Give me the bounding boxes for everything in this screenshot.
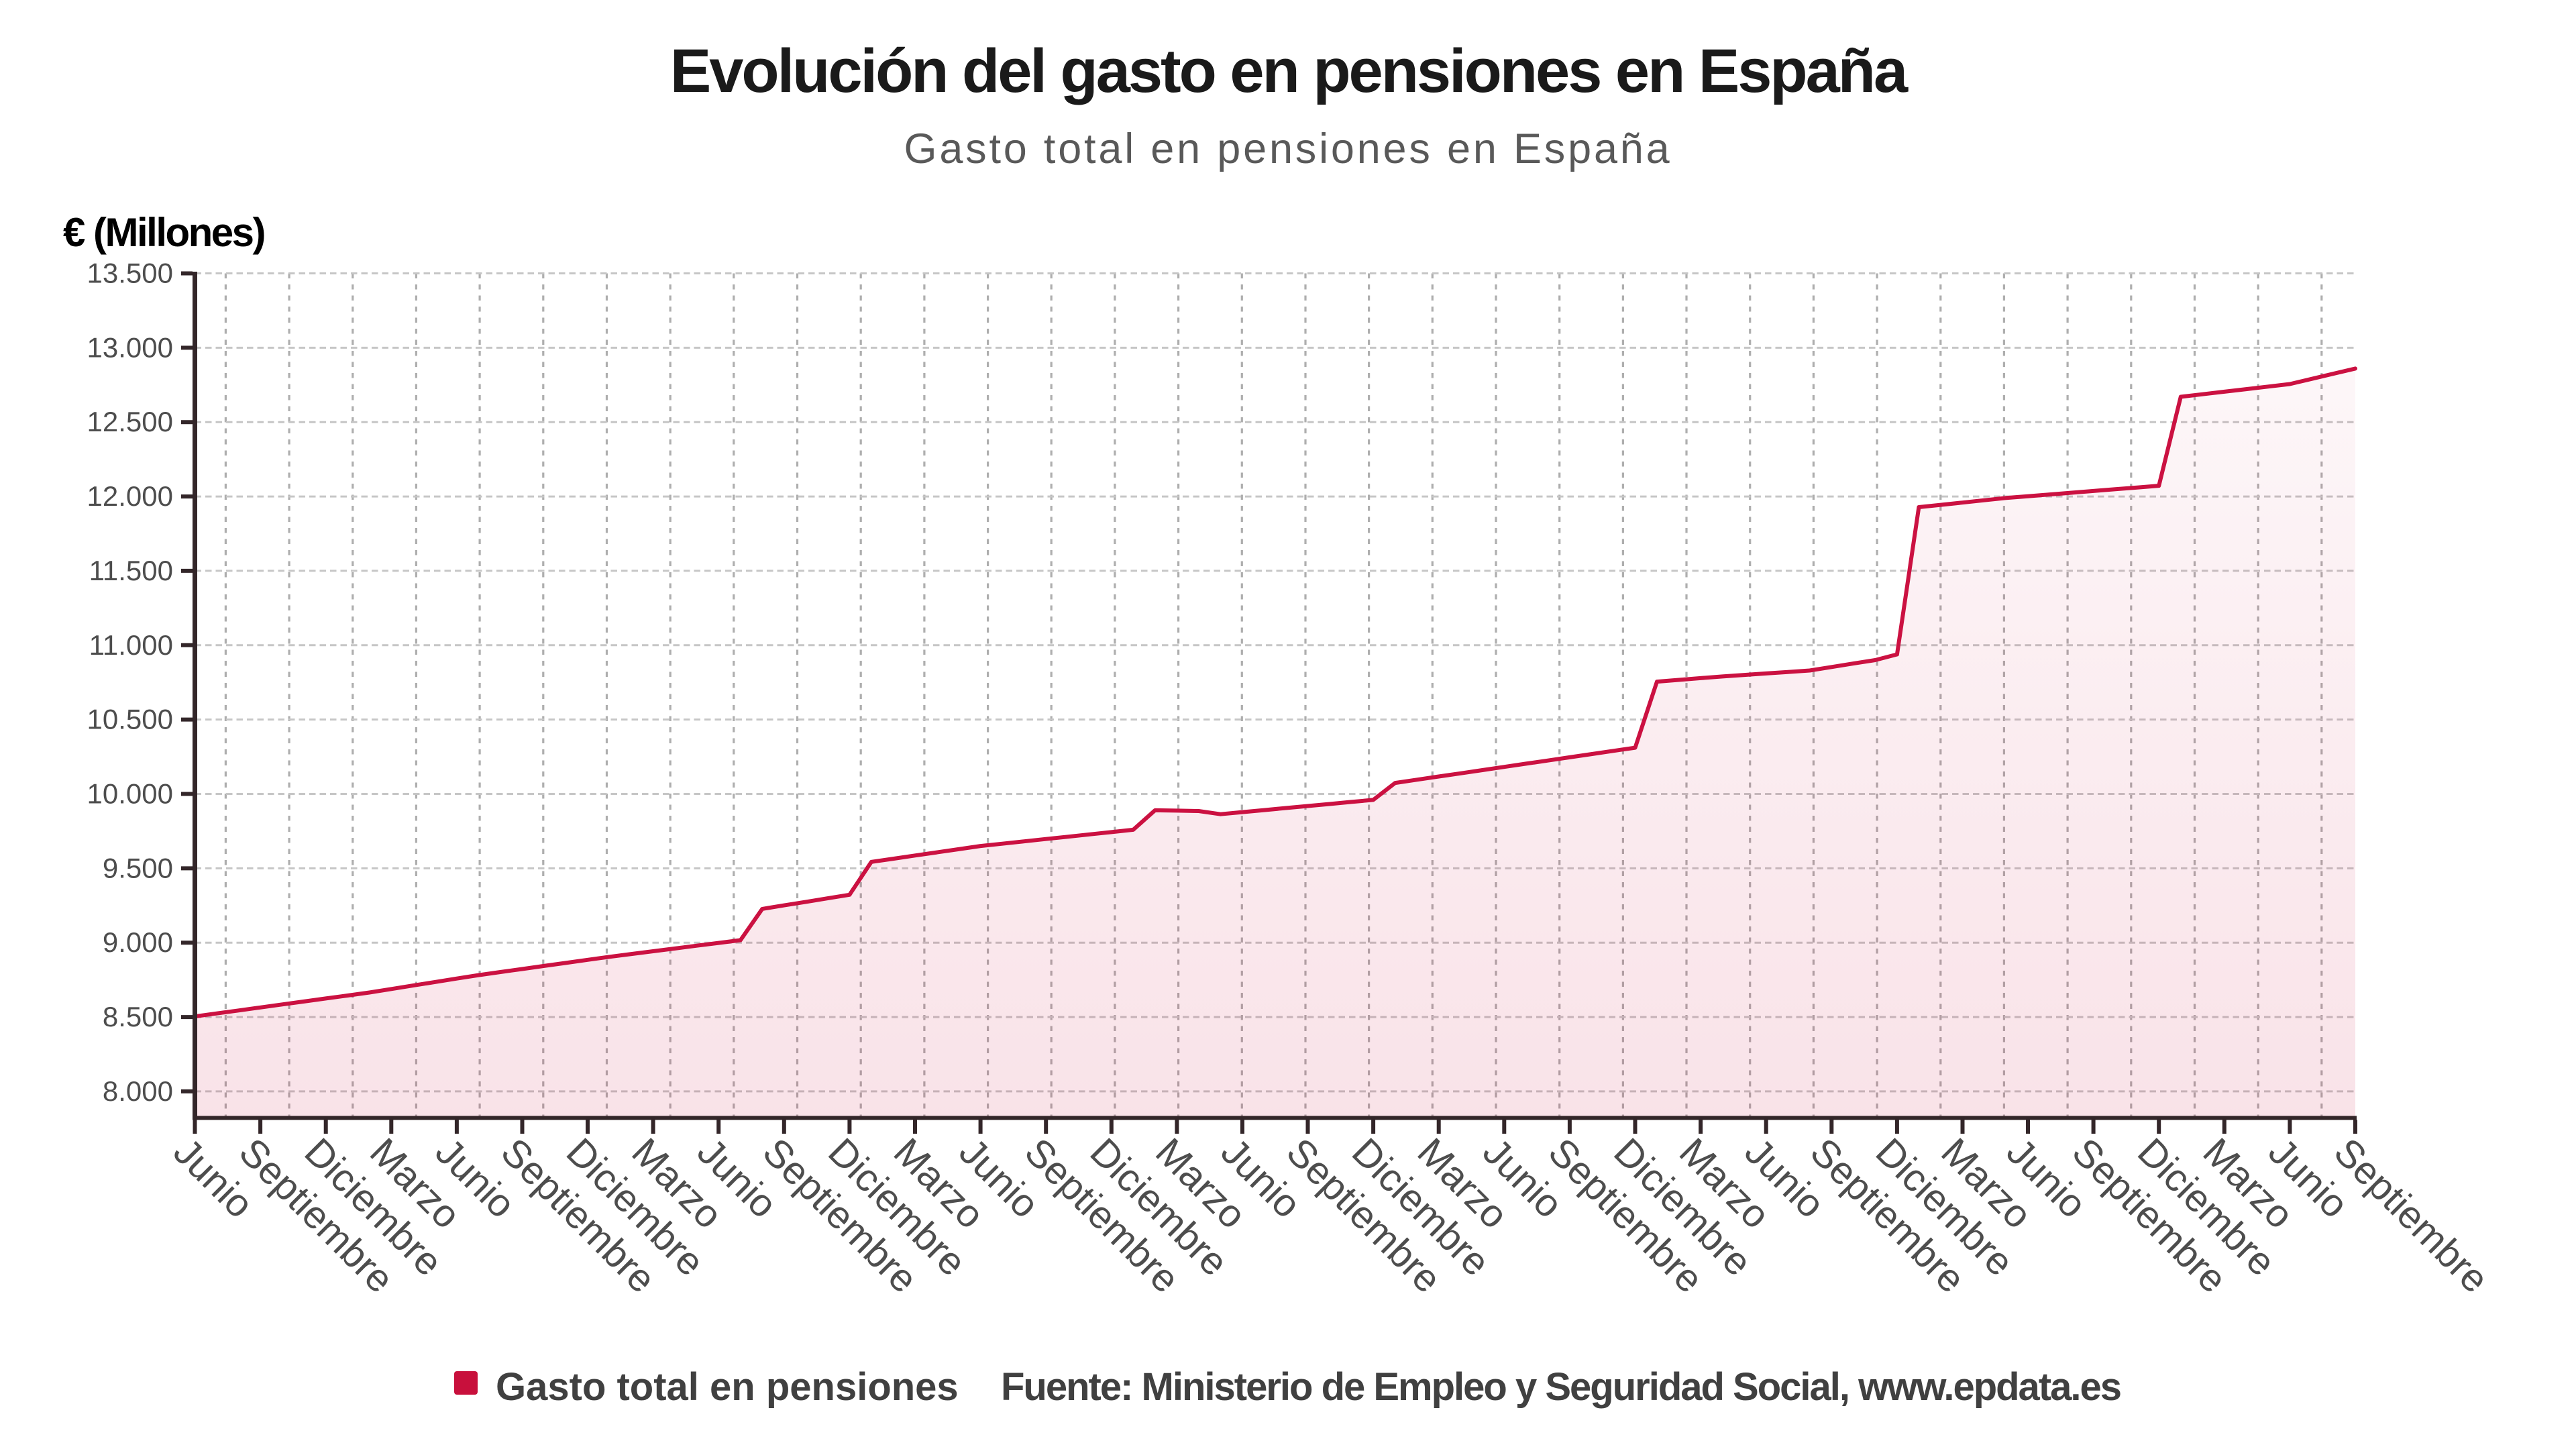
svg-text:9.000: 9.000 [103, 926, 173, 958]
svg-text:13.500: 13.500 [87, 258, 173, 289]
svg-text:10.500: 10.500 [87, 704, 173, 735]
svg-text:Gasto total en pensiones: Gasto total en pensiones [496, 1365, 959, 1409]
svg-text:8.000: 8.000 [103, 1075, 173, 1107]
svg-text:11.000: 11.000 [89, 629, 173, 661]
svg-text:€ (Millones): € (Millones) [63, 210, 264, 255]
svg-text:11.500: 11.500 [89, 555, 173, 586]
svg-text:12.500: 12.500 [87, 406, 173, 437]
svg-text:Evolución del gasto en pension: Evolución del gasto en pensiones en Espa… [670, 37, 1909, 105]
svg-text:Gasto total en pensiones en Es: Gasto total en pensiones en España [904, 125, 1672, 172]
svg-text:8.500: 8.500 [103, 1001, 173, 1032]
svg-text:10.000: 10.000 [87, 778, 173, 810]
svg-text:Fuente: Ministerio de Empleo y: Fuente: Ministerio de Empleo y Seguridad… [1001, 1365, 2121, 1409]
svg-text:9.500: 9.500 [103, 852, 173, 883]
svg-text:12.000: 12.000 [87, 480, 173, 512]
svg-text:13.000: 13.000 [87, 331, 173, 363]
